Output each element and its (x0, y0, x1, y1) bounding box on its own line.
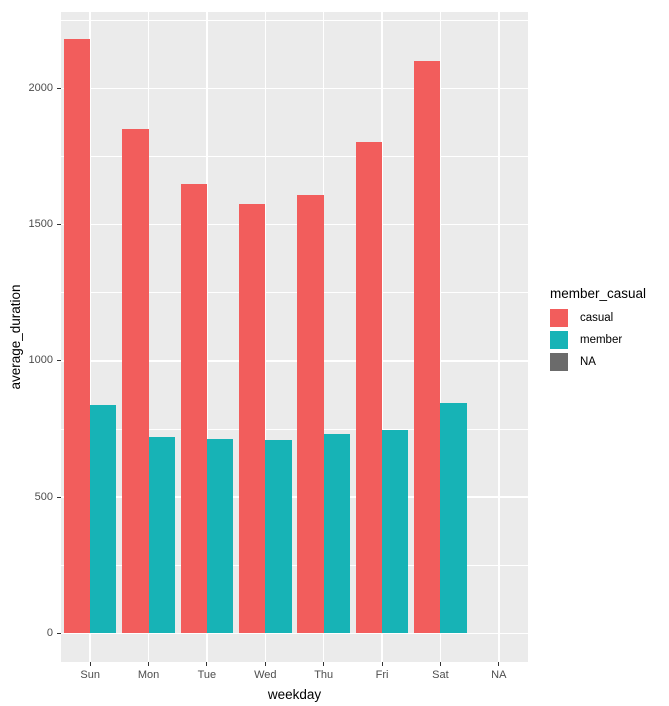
legend-item-label: NA (580, 355, 596, 368)
x-tick-label: Sun (80, 669, 100, 681)
bar-casual-Wed (239, 204, 266, 634)
legend-item-NA: NA (550, 353, 665, 371)
legend-item-casual: casual (550, 309, 665, 327)
y-axis-title: average_duration (8, 284, 23, 390)
bar-member-Sun (90, 404, 117, 634)
x-tick-label: Tue (197, 669, 217, 681)
legend: member_casual casual member NA (550, 286, 665, 375)
bar-member-Mon (148, 437, 175, 634)
x-tick-mark (264, 662, 266, 666)
x-tick-label: Sat (432, 669, 449, 681)
x-tick-mark (148, 662, 150, 666)
v-gridline (381, 12, 383, 662)
x-tick-label: Thu (314, 669, 334, 681)
bar-member-Fri (382, 430, 409, 634)
major-gridline (61, 87, 528, 90)
y-tick-label: 2000 (28, 81, 53, 94)
major-gridline (61, 223, 528, 226)
minor-gridline (61, 292, 528, 294)
minor-gridline (61, 19, 528, 21)
x-tick-mark (89, 662, 91, 666)
y-tick-mark (57, 496, 61, 498)
x-tick-label: Fri (375, 669, 389, 681)
bar-member-Thu (323, 434, 350, 634)
y-tick-mark (57, 224, 61, 226)
v-gridline (322, 12, 325, 662)
major-gridline (61, 632, 528, 635)
v-gridline (498, 12, 500, 662)
legend-title: member_casual (550, 286, 647, 301)
x-tick-label: Wed (254, 669, 277, 681)
v-gridline (147, 12, 150, 662)
minor-gridline (61, 428, 528, 430)
x-tick-mark (439, 662, 441, 666)
x-axis-title: weekday (267, 687, 322, 702)
x-tick-mark (206, 662, 208, 666)
y-tick-mark (57, 632, 61, 634)
bar-member-Wed (265, 439, 292, 634)
major-gridline (61, 360, 528, 362)
y-tick-label: 500 (34, 490, 53, 503)
x-tick-mark (323, 662, 325, 666)
legend-item-label: casual (580, 311, 614, 324)
y-tick-mark (57, 87, 61, 89)
x-tick-label: Mon (137, 669, 160, 681)
legend-key-swatch (550, 331, 568, 349)
y-tick-label: 0 (46, 626, 53, 639)
bar-casual-Tue (180, 183, 207, 634)
bar-casual-Sun (63, 39, 91, 634)
x-tick-label: NA (491, 669, 507, 681)
legend-items: casual member NA (550, 309, 665, 371)
minor-gridline (61, 564, 528, 566)
plot-panel (61, 12, 528, 662)
x-tick-mark (381, 662, 383, 666)
bar-member-Tue (206, 438, 234, 634)
minor-gridline (61, 156, 528, 157)
v-gridline (89, 12, 91, 662)
x-tick-mark (498, 662, 500, 666)
y-tick-label: 1000 (28, 354, 53, 367)
y-tick-label: 1500 (28, 218, 53, 231)
bar-casual-Thu (297, 194, 324, 634)
bar-casual-Sat (414, 61, 441, 634)
legend-item-member: member (550, 331, 665, 349)
y-tick-mark (57, 360, 61, 362)
legend-item-label: member (580, 333, 623, 346)
v-gridline (264, 12, 267, 662)
legend-key-swatch (550, 309, 568, 327)
bar-casual-Mon (122, 129, 149, 634)
major-gridline (61, 496, 528, 498)
legend-key-swatch (550, 353, 568, 371)
bar-casual-Fri (355, 141, 383, 634)
bar-member-Sat (440, 403, 467, 634)
